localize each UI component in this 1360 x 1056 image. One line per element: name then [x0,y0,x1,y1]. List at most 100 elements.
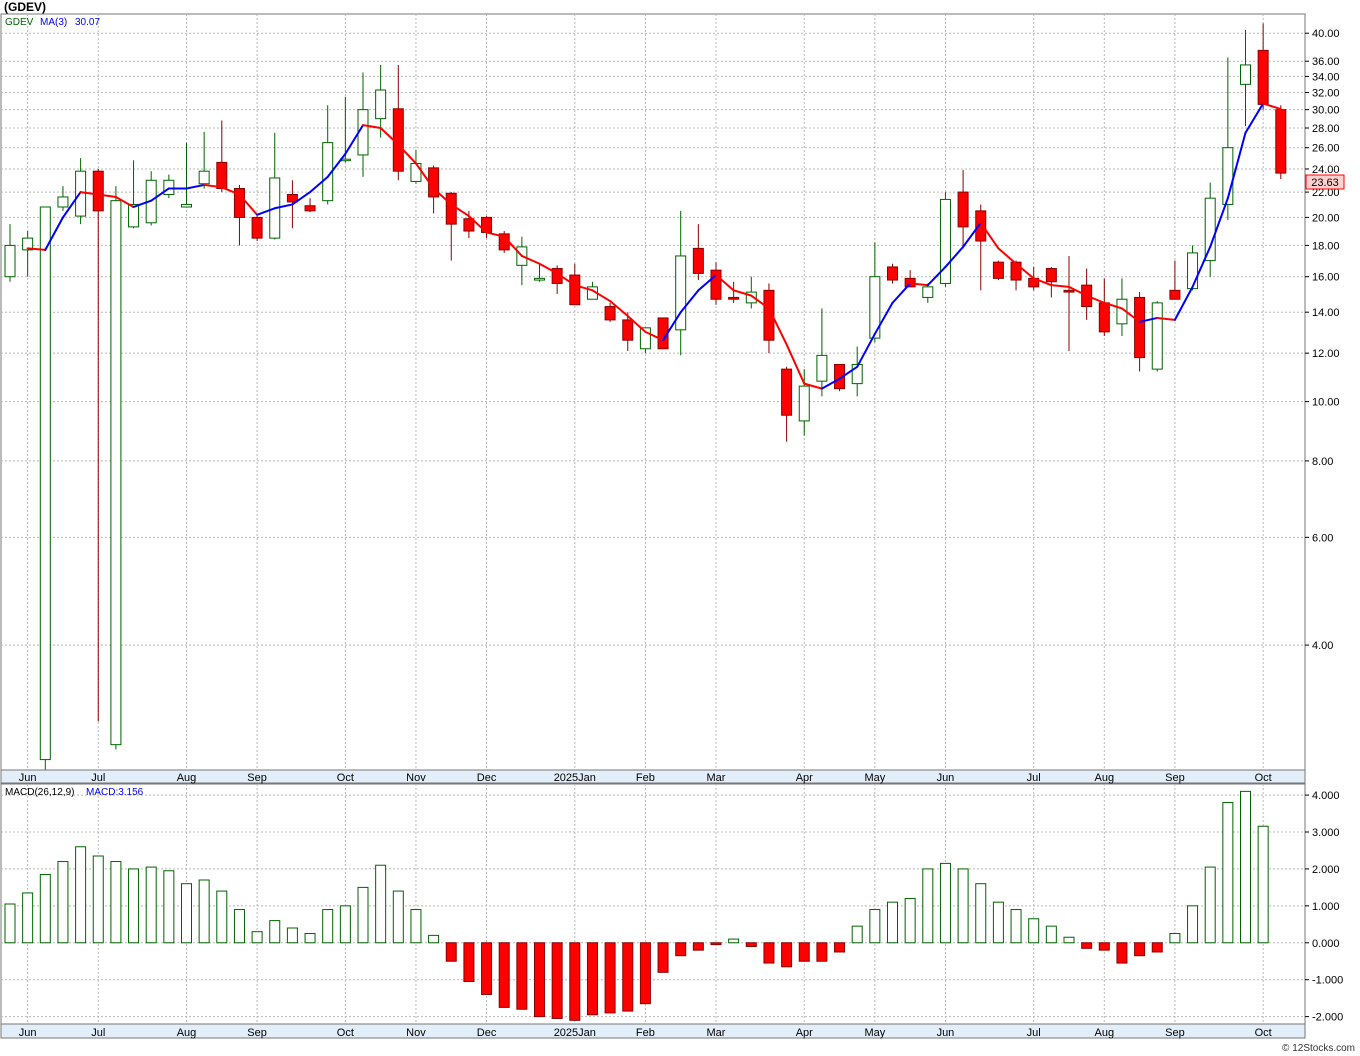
candle [869,242,881,343]
ma-segment [1209,197,1229,248]
candle-body-down [569,274,581,306]
ma-segment [591,289,612,303]
ma-segment [397,143,417,165]
macd-bar-positive [4,903,16,944]
candle [975,204,987,291]
candle [1204,182,1216,277]
price-panel [0,13,1306,771]
last-price-box [1305,174,1345,190]
site-credit: © 12Stocks.com [1282,1043,1355,1054]
month-label: Apr [796,772,813,784]
ma-segment [1156,316,1176,321]
candle-body-down [1275,109,1287,174]
macd-bar-positive [145,866,157,944]
macd-bar-positive [904,897,916,944]
month-label: Aug [177,772,197,784]
month-axis-top [0,769,1306,784]
candle [1151,301,1163,372]
candle-body-down [763,289,775,341]
macd-bar-positive [922,868,934,944]
macd-bar-positive [975,883,987,944]
ma-segment [767,307,788,346]
macd-bar-negative [657,942,669,973]
ma-segment [573,284,594,292]
month-label: May [864,1027,885,1039]
candle-body-down [834,363,846,390]
candle-body-up [1187,252,1199,290]
price-tick-label: 18.00 [1312,240,1340,252]
ma-segment [1173,285,1194,321]
month-label: Jul [1027,772,1041,784]
ma-segment [150,187,170,202]
macd-tick-label: 0.000 [1312,938,1340,950]
candle-body-up [1204,197,1216,262]
macd-bar-negative [622,942,634,1012]
price-tick-label: 36.00 [1312,56,1340,68]
candle [851,346,863,397]
price-grid [1,14,1305,770]
candle-body-down [1134,296,1146,359]
candle [763,283,775,354]
month-label: Dec [477,772,497,784]
candle [1045,266,1057,298]
month-label: Feb [636,772,655,784]
candle [1240,29,1251,127]
ma-segment [891,282,912,304]
price-tick-label: 24.00 [1312,164,1340,176]
month-label: Jul [91,1027,105,1039]
ma-segment [838,365,859,380]
ma-segment [626,315,647,333]
macd-bar-positive [75,846,87,944]
candle [110,186,122,750]
month-label: 2025Jan [554,772,596,784]
candle-body-down [781,368,793,416]
ma-segment [962,221,982,248]
macd-bar-positive [1240,790,1251,944]
ma-segment [362,124,382,130]
ma-segment [326,152,347,178]
macd-bar-positive [428,934,440,944]
price-tick-label: 12.00 [1312,348,1340,360]
candle [781,366,793,442]
macd-bar-negative [639,942,651,1005]
last-price-label: 23.63 [1311,177,1339,189]
price-tick-label: 8.00 [1312,456,1333,468]
candle-body-down [1257,49,1269,105]
ma-segment [485,231,506,238]
month-label: Oct [1255,1027,1272,1039]
candle-body-down [957,191,969,228]
ma-segment [414,162,435,190]
macd-axis: -2.000 -1.000 0.000 1.000 2.000 3.000 4.000 [1305,790,1343,1024]
macd-bar-positive [216,890,228,944]
ma-segment [1262,102,1282,111]
ma-segment [467,215,488,234]
ma-segment [926,265,947,287]
candle [1010,260,1022,291]
macd-bar-positive [1063,936,1075,944]
month-label: Jul [91,772,105,784]
candle [375,64,387,138]
macd-bar-negative [763,942,775,964]
month-label: Aug [1095,1027,1115,1039]
candle [216,120,228,193]
macd-bar-positive [1204,866,1216,944]
ma-segment [1138,316,1159,323]
macd-bar-positive [1257,825,1269,944]
candle-body-down [251,216,263,239]
macd-bar-negative [1116,942,1128,964]
candle [922,283,934,303]
month-label: Sep [247,1027,267,1039]
candle [251,216,263,242]
candle-body-up [1240,64,1251,85]
candle-body-down [710,269,722,300]
candle-body-down [1063,289,1075,293]
price-tick-label: 32.00 [1312,88,1340,100]
month-label: Dec [477,1027,497,1039]
macd-bar-positive [322,909,334,944]
candle-body-down [463,218,475,232]
candle-body-down [1169,289,1181,300]
macd-panel [0,783,1306,1025]
macd-bars [4,790,1269,1021]
ma-segment [1226,131,1247,200]
ma-segment [185,183,206,190]
